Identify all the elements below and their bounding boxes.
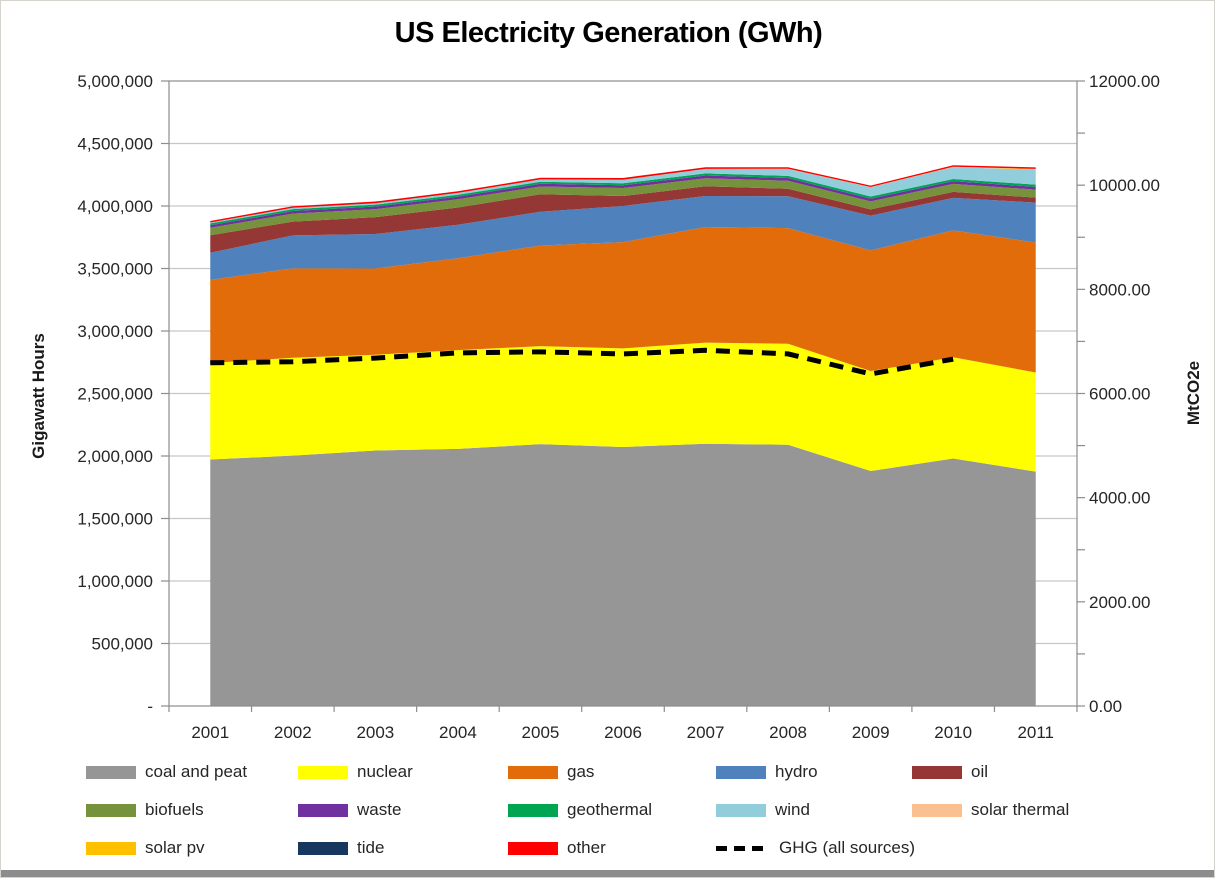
legend-label: nuclear: [357, 762, 413, 781]
legend-label: GHG (all sources): [779, 838, 916, 857]
left-axis-tick-label: 2,000,000: [77, 447, 153, 466]
legend-item-gas: gas: [508, 762, 595, 781]
x-axis-tick-label: 2007: [687, 723, 725, 742]
area-series-geothermal: [210, 173, 1036, 226]
left-axis-title: Gigawatt Hours: [29, 333, 48, 459]
legend-swatch-oil: [912, 765, 962, 779]
left-axis-tick-label: 3,500,000: [77, 260, 153, 279]
legend-swatch-waste: [298, 803, 348, 817]
legend-swatch-nuclear: [298, 765, 348, 779]
legend-label: coal and peat: [145, 762, 248, 781]
legend-swatch-hydro: [716, 765, 766, 779]
right-axis-tick-label: 6000.00: [1089, 385, 1150, 404]
x-axis-tick-label: 2004: [439, 723, 477, 742]
x-axis-tick-label: 2006: [604, 723, 642, 742]
legend-label: gas: [567, 762, 595, 781]
left-axis-tick-label: 2,500,000: [77, 385, 153, 404]
left-axis-tick-label: 1,000,000: [77, 572, 153, 591]
legend-item-nuclear: nuclear: [298, 762, 413, 781]
legend-item-ghg-all-sources: GHG (all sources): [716, 838, 916, 857]
right-axis-title: MtCO2e: [1184, 360, 1203, 426]
legend-item-waste: waste: [298, 800, 402, 819]
x-axis-tick-label: 2009: [852, 723, 890, 742]
legend-label: waste: [357, 800, 402, 819]
area-series-coal-and-peat: [210, 443, 1036, 706]
legend-label: oil: [971, 762, 989, 781]
legend-swatch-gas: [508, 765, 558, 779]
right-axis-tick-label: 0.00: [1089, 697, 1122, 716]
ghg-dashed-line-icon: [716, 845, 770, 851]
legend-swatch-solar-pv: [86, 841, 136, 855]
legend-item-biofuels: biofuels: [86, 800, 204, 819]
x-axis-tick-label: 2001: [191, 723, 229, 742]
x-axis-tick-label: 2003: [356, 723, 394, 742]
left-axis-tick-label: -: [147, 697, 153, 716]
right-axis-tick-label: 10000.00: [1089, 176, 1160, 195]
legend-label: tide: [357, 838, 385, 857]
x-axis-tick-label: 2008: [769, 723, 807, 742]
left-axis-tick-label: 3,000,000: [77, 322, 153, 341]
area-series-waste: [210, 175, 1036, 228]
legend-item-wind: wind: [716, 800, 810, 819]
legend-swatch-wind: [716, 803, 766, 817]
legend-item-tide: tide: [298, 838, 385, 857]
chart-title: US Electricity Generation (GWh): [394, 17, 823, 49]
right-axis-tick-label: 8000.00: [1089, 280, 1150, 299]
area-series-gas: [210, 227, 1036, 373]
legend-item-geothermal: geothermal: [508, 800, 653, 819]
bottom-scrollbar: [1, 870, 1214, 877]
x-axis-tick-label: 2002: [274, 723, 312, 742]
left-axis-tick-label: 500,000: [92, 635, 153, 654]
legend-item-hydro: hydro: [716, 762, 818, 781]
x-axis-tick-label: 2005: [522, 723, 560, 742]
legend-item-oil: oil: [912, 762, 989, 781]
legend-label: geothermal: [567, 800, 653, 819]
legend-item-other: other: [508, 838, 606, 857]
legend-item-solar-pv: solar pv: [86, 838, 205, 857]
right-axis-tick-label: 4000.00: [1089, 489, 1150, 508]
legend-swatch-biofuels: [86, 803, 136, 817]
left-axis-tick-label: 5,000,000: [77, 72, 153, 91]
legend-item-solar-thermal: solar thermal: [912, 800, 1070, 819]
legend-label: solar thermal: [971, 800, 1070, 819]
area-series-nuclear: [210, 342, 1036, 472]
area-series-biofuels: [210, 178, 1036, 236]
x-axis-tick-label: 2010: [934, 723, 972, 742]
ghg-line: [210, 347, 954, 377]
left-axis-tick-label: 4,500,000: [77, 135, 153, 154]
legend-item-coal-and-peat: coal and peat: [86, 762, 248, 781]
legend-swatch-coal-and-peat: [86, 765, 136, 779]
left-axis-tick-label: 1,500,000: [77, 510, 153, 529]
right-axis-tick-label: 12000.00: [1089, 72, 1160, 91]
legend-swatch-geothermal: [508, 803, 558, 817]
legend-label: biofuels: [145, 800, 204, 819]
legend-label: other: [567, 838, 606, 857]
area-series-hydro: [210, 196, 1036, 280]
area-series-oil: [210, 186, 1036, 253]
right-axis-tick-label: 2000.00: [1089, 593, 1150, 612]
left-axis-tick-label: 4,000,000: [77, 197, 153, 216]
legend-swatch-other: [508, 841, 558, 855]
area-series-wind: [210, 167, 1036, 224]
legend-label: solar pv: [145, 838, 205, 857]
legend-label: wind: [775, 800, 810, 819]
legend-label: hydro: [775, 762, 818, 781]
legend-swatch-tide: [298, 841, 348, 855]
legend-swatch-solar-thermal: [912, 803, 962, 817]
x-axis-tick-label: 2011: [1017, 723, 1054, 742]
